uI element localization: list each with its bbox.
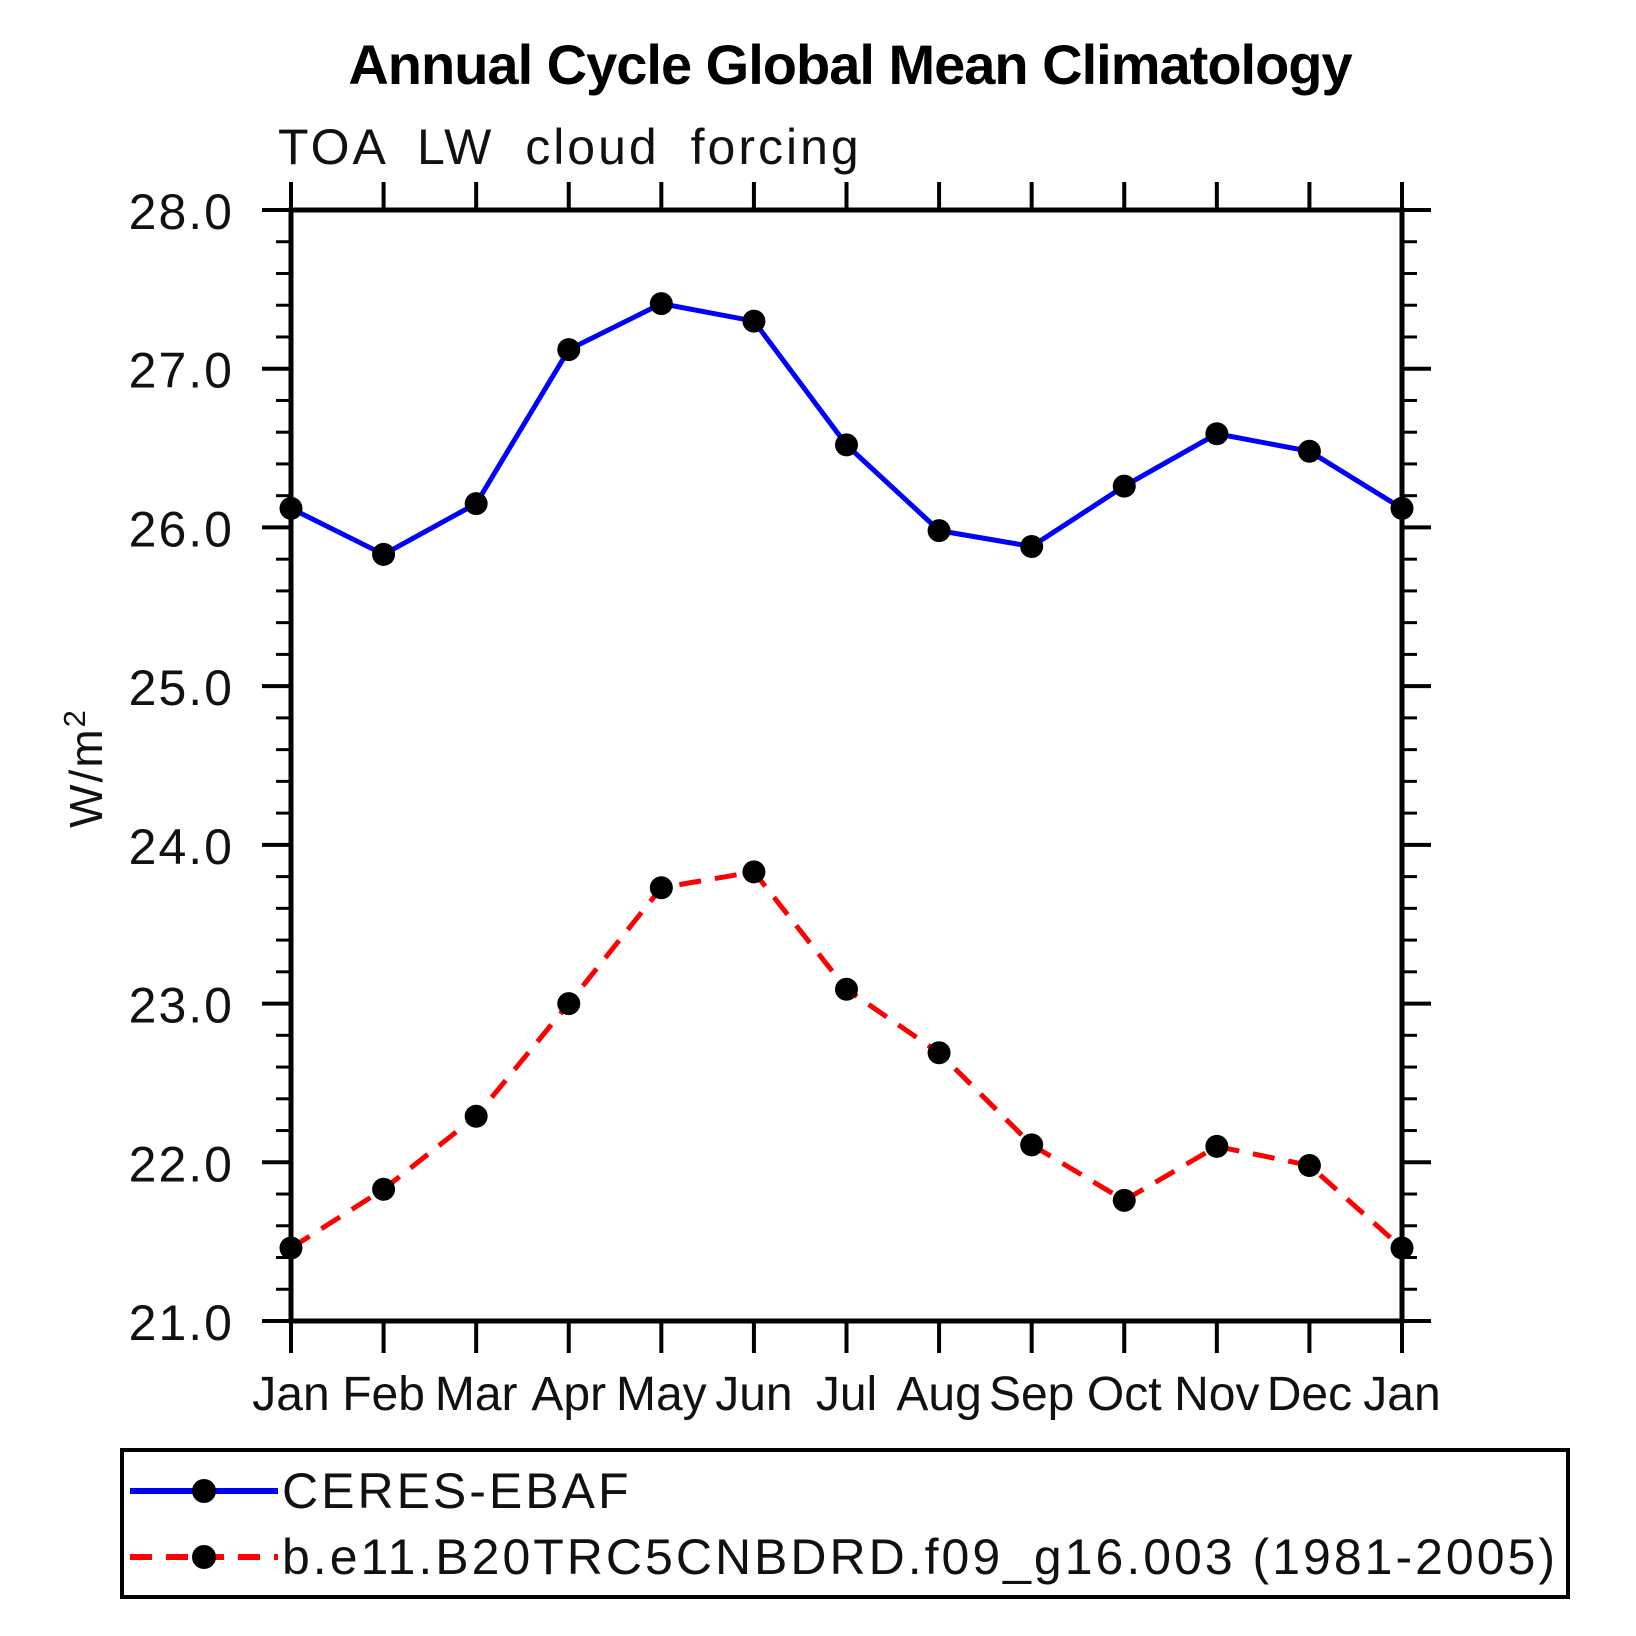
x-tick-label: Apr [531, 1368, 606, 1421]
data-point-marker-1-5 [742, 860, 766, 884]
legend-label-ceres-ebaf: CERES-EBAF [282, 1463, 632, 1519]
chart-subtitle: TOA LW cloud forcing [278, 119, 862, 175]
data-point-marker-1-11 [1297, 1153, 1321, 1177]
y-tick-label: 25.0 [129, 660, 234, 716]
data-point-marker-1-12 [1390, 1236, 1414, 1260]
legend-entry-model-run: b.e11.B20TRC5CNBDRD.f09_g16.003 (1981-20… [130, 1529, 1558, 1585]
data-point-marker-1-4 [649, 876, 673, 900]
data-point-marker-0-10 [1205, 422, 1229, 446]
x-tick-label: Jul [816, 1368, 877, 1421]
legend-marker-dot [192, 1545, 216, 1569]
data-point-marker-1-8 [1020, 1133, 1044, 1157]
series-line-0 [289, 301, 1404, 558]
x-tick-label: Oct [1087, 1368, 1162, 1421]
y-tick-label: 24.0 [129, 819, 234, 875]
x-tick-label: Sep [989, 1368, 1074, 1421]
legend-entry-ceres-ebaf: CERES-EBAF [130, 1463, 632, 1519]
data-point-marker-0-12 [1390, 496, 1414, 520]
data-point-marker-0-5 [742, 309, 766, 333]
data-point-marker-0-3 [557, 338, 581, 362]
data-point-marker-1-6 [835, 977, 858, 1001]
data-point-marker-0-2 [464, 492, 488, 516]
data-point-marker-1-1 [372, 1177, 396, 1201]
data-point-marker-1-0 [279, 1236, 303, 1260]
y-axis-label-exponent: 2 [57, 708, 92, 727]
x-tick-label: Jan [252, 1368, 329, 1421]
x-tick-label: Jun [715, 1368, 792, 1421]
data-point-marker-1-9 [1112, 1188, 1136, 1212]
data-point-marker-1-10 [1205, 1134, 1229, 1158]
y-tick-label: 27.0 [129, 343, 234, 399]
x-tick-label: Mar [435, 1368, 518, 1421]
data-point-marker-0-7 [927, 519, 951, 543]
legend-box [120, 1448, 1570, 1599]
y-tick-label: 22.0 [129, 1136, 234, 1192]
data-point-marker-0-4 [649, 292, 673, 316]
x-tick-label: Jan [1363, 1368, 1440, 1421]
data-point-marker-0-6 [835, 433, 858, 457]
x-tick-label: Aug [896, 1368, 981, 1421]
y-tick-label: 23.0 [129, 978, 234, 1034]
chart-title: Annual Cycle Global Mean Climatology [348, 33, 1352, 96]
data-point-marker-0-11 [1297, 439, 1321, 463]
x-tick-label: Dec [1267, 1368, 1352, 1421]
data-point-marker-0-0 [279, 496, 303, 520]
y-axis-label: W/m2 [57, 708, 112, 828]
y-tick-label: 21.0 [129, 1295, 234, 1351]
legend-label-model-run: b.e11.B20TRC5CNBDRD.f09_g16.003 (1981-20… [282, 1529, 1558, 1585]
x-tick-label: May [616, 1368, 707, 1421]
x-tick-label: Feb [342, 1368, 425, 1421]
y-tick-label: 26.0 [129, 501, 234, 557]
legend-marker-dot [192, 1479, 216, 1503]
series-line-1 [289, 869, 1404, 1251]
x-tick-label: Nov [1174, 1368, 1259, 1421]
y-axis-label-base: W/m [60, 727, 112, 828]
y-tick-label: 28.0 [129, 184, 234, 240]
data-point-marker-0-9 [1112, 474, 1136, 498]
data-point-marker-1-7 [927, 1041, 951, 1065]
data-point-marker-1-3 [557, 992, 581, 1016]
data-point-marker-0-1 [372, 542, 396, 566]
legend: CERES-EBAF b.e11.B20TRC5CNBDRD.f09_g16.0… [120, 1448, 1570, 1599]
plot-frame [288, 207, 1405, 1324]
data-point-marker-1-2 [464, 1104, 488, 1128]
data-point-marker-0-8 [1020, 534, 1044, 558]
